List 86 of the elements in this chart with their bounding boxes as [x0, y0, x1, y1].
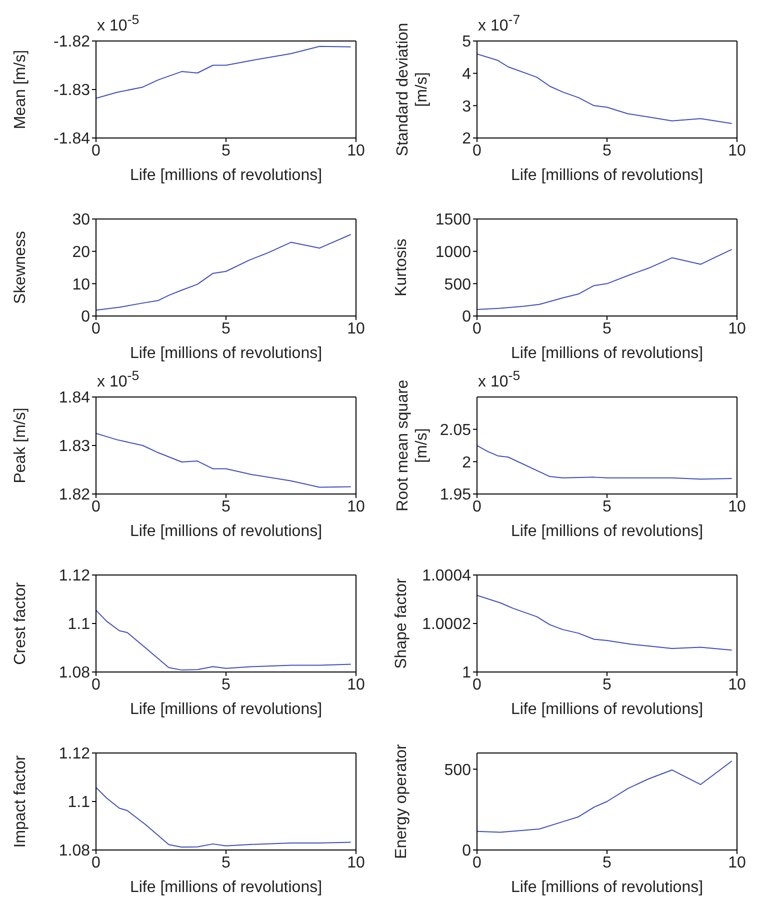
y-tick-label: 0	[462, 842, 472, 860]
line-series	[96, 46, 352, 99]
y-tick-label: 1.12	[58, 746, 90, 763]
x-axis-title: Life [millions of revolutions]	[510, 345, 704, 362]
x-tick-label: 10	[728, 320, 746, 338]
x-axis-title: Life [millions of revolutions]	[130, 701, 322, 718]
x-tick-label: 5	[222, 142, 231, 160]
x-axis-title: Life [millions of revolutions]	[510, 167, 704, 184]
y-tick-label: 30	[72, 212, 90, 229]
y-tick-label: 1.0004	[422, 568, 472, 585]
x-axis-title: Life [millions of revolutions]	[510, 879, 704, 896]
text: x 10$^{-7}$	[478, 12, 520, 36]
x-axis-title: Life [millions of revolutions]	[130, 167, 322, 184]
x-tick-label: 10	[728, 498, 746, 516]
y-tick-label: 2	[462, 454, 472, 472]
x-tick-label: 10	[728, 676, 746, 694]
y-tick-label: 1.95	[440, 486, 472, 504]
line-series	[477, 445, 732, 480]
line-series	[96, 786, 352, 848]
y-tick-label: 1.84	[58, 390, 90, 407]
y-tick-label: 1500	[435, 212, 472, 229]
y-tick-label: 2.05	[440, 422, 472, 440]
line-series	[96, 234, 352, 311]
y-tick-label: 500	[444, 276, 472, 294]
line-series	[96, 432, 352, 488]
x-tick-label: 5	[222, 320, 231, 338]
x-axis-title: Life [millions of revolutions]	[510, 701, 704, 718]
y-tick-label: 20	[72, 244, 90, 262]
y-axis-title: Peak [m/s]	[12, 408, 29, 484]
y-axis-title: Skewness	[12, 231, 29, 304]
y-tick-label: 5	[462, 34, 472, 51]
line-series	[96, 610, 352, 671]
x-tick-label: 5	[222, 498, 231, 516]
y-tick-label: -1.83	[54, 82, 90, 100]
y-tick-label: -1.84	[54, 130, 90, 148]
y-axis-title: Mean [m/s]	[12, 50, 29, 130]
y-tick-label: 1.1	[68, 616, 90, 634]
y-tick-label: 1.1	[68, 794, 90, 812]
y-axis-title: Shape factor	[393, 577, 410, 669]
y-tick-label: 10	[72, 276, 90, 294]
y-axis-title: Standard deviation [m/s]	[394, 22, 430, 156]
y-tick-label: 1.0002	[422, 616, 472, 634]
x-axis-title: Life [millions of revolutions]	[130, 879, 322, 896]
x-tick-label: 10	[728, 854, 746, 872]
y-axis-title: Impact factor	[12, 754, 29, 848]
x-tick-label: 10	[728, 142, 746, 160]
text: x 10$^{-5}$	[478, 368, 520, 392]
y-tick-label: 3	[462, 98, 472, 116]
line-series	[477, 248, 732, 310]
y-axis-title: Crest factor	[12, 581, 29, 665]
x-tick-label: 5	[602, 854, 612, 872]
y-tick-label: 2	[462, 130, 472, 148]
x-tick-label: 10	[347, 854, 365, 872]
x-tick-label: 5	[602, 320, 612, 338]
y-tick-label: 1.08	[58, 842, 90, 860]
y-tick-label: 1.12	[58, 568, 90, 585]
y-tick-label: 0	[81, 308, 90, 326]
x-tick-label: 5	[602, 676, 612, 694]
y-tick-label: 4	[462, 66, 472, 84]
x-tick-label: 10	[347, 676, 365, 694]
x-tick-label: 5	[222, 676, 231, 694]
y-tick-label: -1.82	[54, 34, 90, 51]
x-tick-label: 10	[347, 498, 365, 516]
x-tick-label: 5	[222, 854, 231, 872]
text: x 10$^{-5}$	[97, 12, 140, 36]
y-axis-title: Kurtosis	[393, 238, 410, 296]
y-tick-label: 1.83	[58, 438, 90, 456]
line-series	[477, 53, 732, 124]
x-tick-label: 10	[347, 320, 365, 338]
x-axis-title: Life [millions of revolutions]	[130, 523, 322, 540]
x-tick-label: 5	[602, 142, 612, 160]
y-tick-label: 500	[444, 762, 472, 779]
line-series	[477, 594, 732, 651]
text: x 10$^{-5}$	[97, 368, 140, 392]
x-tick-label: 10	[347, 142, 365, 160]
x-axis-title: Life [millions of revolutions]	[510, 523, 704, 540]
y-axis-title: Root mean square [m/s]	[394, 380, 430, 512]
line-series	[477, 760, 732, 833]
y-axis-title: Energy operator	[393, 743, 410, 859]
x-axis-title: Life [millions of revolutions]	[130, 345, 322, 362]
y-tick-label: 1000	[435, 244, 472, 262]
y-tick-label: 1.08	[58, 664, 90, 682]
y-tick-label: 1	[462, 664, 472, 682]
y-tick-label: 0	[462, 308, 472, 326]
y-tick-label: 1.82	[58, 486, 90, 504]
x-tick-label: 5	[602, 498, 612, 516]
